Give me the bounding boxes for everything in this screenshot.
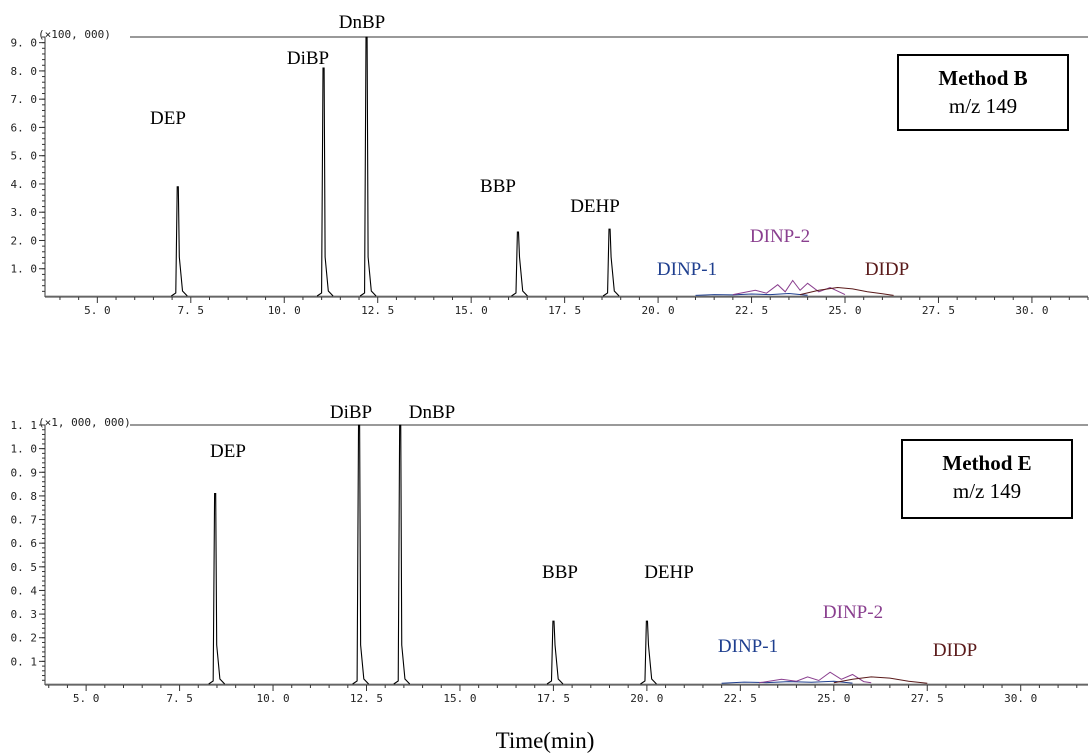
peak-dehp: [602, 228, 620, 297]
y-tick-label: 4. 0: [11, 178, 38, 191]
peak-label-bbp: BBP: [480, 176, 516, 197]
x-tick-label: 15. 0: [443, 692, 476, 705]
cluster-trace-dinp-2: [758, 671, 872, 684]
y-tick-label: 3. 0: [11, 206, 38, 219]
y-tick-label: 2. 0: [11, 234, 38, 247]
peak-dnbp: [359, 36, 377, 297]
y-tick-label: 0. 1: [11, 655, 38, 668]
x-axis-title: Time(min): [496, 728, 595, 753]
y-tick-label: 0. 8: [11, 490, 38, 503]
cluster-trace-didp: [799, 286, 894, 296]
peak-dibp: [352, 424, 370, 685]
cluster-trace-dinp-2: [732, 279, 846, 296]
x-tick-label: 17. 5: [537, 692, 570, 705]
y-tick-label: 6. 0: [11, 121, 38, 134]
peak-label-dehp: DEHP: [570, 196, 620, 217]
x-tick-label: 5. 0: [73, 692, 100, 705]
y-tick-label: 7. 0: [11, 93, 38, 106]
chart-panel-method-b: (×100, 000) 5. 0 7. 5 10. 0 12. 5 15. 0 17. 5 2…: [11, 12, 1089, 317]
peak-label-dnbp: DnBP: [339, 12, 385, 33]
y-tick-label: 0. 9: [11, 466, 38, 479]
method-title: Method B: [938, 66, 1027, 90]
x-tick-label: 27. 5: [922, 304, 955, 317]
cluster-label-didp: DIDP: [933, 640, 977, 661]
cluster-label-dinp-2: DINP-2: [750, 226, 810, 247]
peak-dnbp: [393, 424, 411, 685]
x-tick-label: 25. 0: [817, 692, 850, 705]
x-tick-label: 15. 0: [455, 304, 488, 317]
peak-bbp: [546, 620, 564, 685]
y-tick-label: 1. 0: [11, 443, 38, 456]
peak-label-dehp: DEHP: [644, 562, 694, 583]
y-tick-label: 0. 4: [11, 584, 38, 597]
y-tick-label: 1. 1: [11, 419, 38, 432]
peak-bbp: [511, 231, 528, 297]
peak-label-dnbp: DnBP: [409, 402, 455, 423]
x-tick-label: 25. 0: [828, 304, 861, 317]
peak-label-bbp: BBP: [542, 562, 578, 583]
chart-panel-method-e: (×1, 000, 000) 5. 0 7. 5 10. 0 12. 5 15. 0 17.…: [11, 402, 1088, 705]
peak-label-dep: DEP: [150, 108, 186, 129]
method-subtitle: m/z 149: [953, 479, 1021, 503]
peak-dep: [171, 186, 188, 297]
peak-dibp: [316, 67, 334, 297]
cluster-trace-dinp-1: [695, 292, 808, 296]
x-tick-label: 20. 0: [630, 692, 663, 705]
cluster-label-didp: DIDP: [865, 259, 909, 280]
x-tick-label: 12. 5: [361, 304, 394, 317]
cluster-label-dinp-2: DINP-2: [823, 602, 883, 623]
cluster-label-dinp-1: DINP-1: [718, 636, 778, 657]
y-tick-label: 0. 6: [11, 537, 38, 550]
y-scale-factor: (×1, 000, 000): [38, 416, 131, 429]
method-title: Method E: [942, 451, 1031, 475]
x-tick-label: 30. 0: [1004, 692, 1037, 705]
x-tick-label: 30. 0: [1015, 304, 1048, 317]
x-tick-label: 20. 0: [642, 304, 675, 317]
peak-dehp: [640, 620, 657, 685]
y-tick-label: 5. 0: [11, 150, 38, 163]
y-tick-label: 1. 0: [11, 263, 38, 276]
y-scale-factor: (×100, 000): [38, 28, 111, 41]
x-tick-label: 22. 5: [724, 692, 757, 705]
x-tick-label: 10. 0: [268, 304, 301, 317]
peak-label-dibp: DiBP: [330, 402, 372, 423]
cluster-trace-dinp-1: [721, 680, 853, 684]
y-tick-label: 0. 5: [11, 561, 38, 574]
peak-label-dibp: DiBP: [287, 48, 329, 69]
method-box: [901, 439, 1073, 519]
x-tick-label: 10. 0: [256, 692, 289, 705]
x-tick-label: 27. 5: [911, 692, 944, 705]
x-tick-label: 7. 5: [166, 692, 193, 705]
x-tick-label: 17. 5: [548, 304, 581, 317]
y-tick-label: 0. 3: [11, 608, 38, 621]
peak-dep: [208, 492, 226, 685]
y-tick-label: 8. 0: [11, 65, 38, 78]
x-tick-label: 22. 5: [735, 304, 768, 317]
x-tick-label: 12. 5: [350, 692, 383, 705]
peak-label-dep: DEP: [210, 441, 246, 462]
cluster-trace-didp: [833, 676, 928, 684]
x-tick-label: 5. 0: [84, 304, 111, 317]
x-tick-label: 7. 5: [178, 304, 205, 317]
y-tick-label: 9. 0: [11, 37, 38, 50]
method-subtitle: m/z 149: [949, 94, 1017, 118]
cluster-label-dinp-1: DINP-1: [657, 259, 717, 280]
y-tick-label: 0. 7: [11, 514, 38, 527]
y-tick-label: 0. 2: [11, 632, 38, 645]
method-box: [897, 54, 1069, 131]
